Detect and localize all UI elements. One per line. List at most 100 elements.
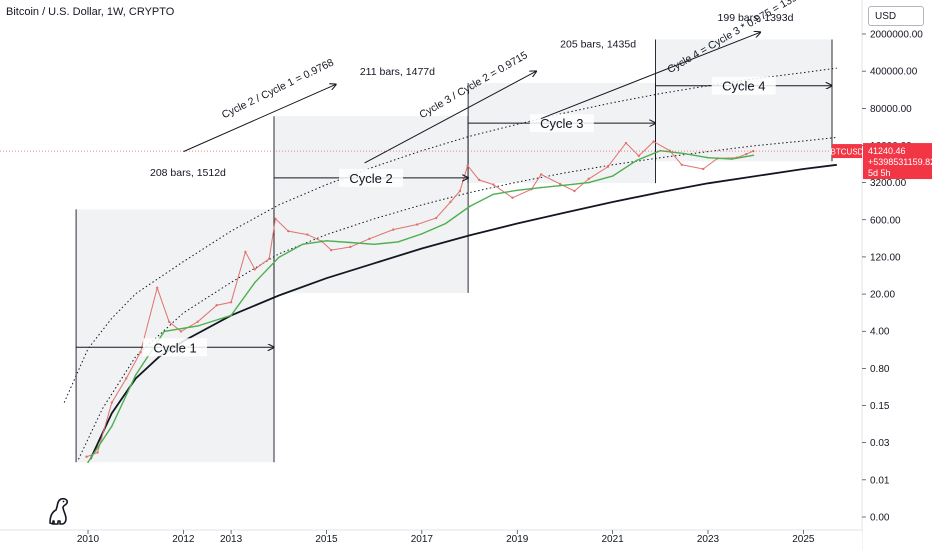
- point-ma: [683, 152, 685, 155]
- curve-middle: [78, 136, 837, 460]
- point-btcusd: [287, 229, 290, 233]
- point-ma: [254, 281, 256, 284]
- point-ma: [707, 156, 709, 159]
- point-ma: [349, 241, 352, 244]
- curve-support: [89, 163, 837, 460]
- cycle-label-1: Cycle 1: [153, 340, 196, 355]
- annotation-1: 208 bars, 1512d: [150, 167, 226, 179]
- point-ma: [111, 425, 113, 428]
- time-tick-label: 2025: [792, 534, 815, 545]
- point-btcusd: [392, 228, 395, 231]
- point-ma: [635, 159, 638, 162]
- annotation-2: Cycle 2 / Cycle 1 = 0.9768: [220, 57, 336, 122]
- point-btcusd: [215, 303, 218, 307]
- cycle-zone-2: [274, 116, 469, 293]
- tradingview-logo-icon: [49, 497, 68, 525]
- point-btcusd: [349, 245, 352, 249]
- point-btcusd: [434, 216, 438, 220]
- point-ma: [301, 243, 304, 246]
- point-btcusd: [466, 164, 469, 167]
- point-ma: [421, 233, 423, 235]
- point-btcusd: [573, 189, 576, 193]
- point-btcusd: [179, 330, 183, 333]
- point-btcusd: [96, 451, 99, 454]
- price-tick-label: 3200.00: [870, 178, 907, 189]
- point-btcusd: [253, 268, 257, 271]
- price-tick-label: 20.00: [870, 290, 895, 301]
- trend-arrow-3: [540, 32, 760, 119]
- point-ma: [397, 241, 399, 243]
- cycle-label-3: Cycle 3: [540, 116, 583, 131]
- price-tick-label: 4.00: [870, 327, 890, 338]
- point-ma: [134, 374, 137, 376]
- point-ma: [196, 325, 199, 327]
- price-tag-countdown: 5d 5h: [868, 168, 891, 178]
- point-ma: [587, 181, 590, 184]
- point-btcusd: [539, 173, 543, 176]
- point-btcusd: [606, 165, 610, 168]
- cycle-label-bg: [529, 114, 594, 133]
- time-tick-label: 2012: [172, 534, 195, 545]
- cycle-label-bg: [143, 338, 208, 357]
- point-btcusd: [85, 455, 88, 458]
- point-btcusd: [229, 301, 233, 304]
- point-ma: [492, 193, 495, 196]
- currency-selector[interactable]: USD: [868, 6, 924, 26]
- annotation-5: 205 bars, 1435d: [560, 39, 636, 51]
- point-btcusd: [477, 178, 481, 182]
- point-btcusd: [330, 248, 333, 252]
- point-btcusd: [196, 320, 199, 323]
- point-btcusd: [587, 177, 590, 181]
- point-btcusd: [244, 250, 247, 254]
- point-btcusd: [415, 223, 419, 226]
- point-btcusd: [139, 351, 142, 354]
- point-ma: [373, 243, 375, 246]
- cycle-zone-3: [468, 83, 656, 184]
- point-ma: [468, 205, 471, 208]
- curve-upper: [63, 67, 837, 403]
- point-ma: [516, 189, 519, 192]
- point-btcusd: [449, 200, 452, 204]
- point-ma: [163, 330, 166, 333]
- series-btcusd: [86, 140, 754, 458]
- point-btcusd: [368, 237, 371, 241]
- cycle-label-4: Cycle 4: [722, 79, 765, 94]
- point-ma: [87, 461, 89, 464]
- annotation-3: 211 bars, 1477d: [360, 66, 435, 78]
- price-tick-label: 0.80: [870, 364, 890, 375]
- price-tick-label: 80000.00: [870, 104, 912, 115]
- price-tick-label: 400000.00: [870, 67, 918, 78]
- time-tick-label: 2010: [77, 534, 100, 545]
- price-axis-bg: [862, 0, 932, 550]
- time-tick-label: 2019: [506, 534, 529, 545]
- price-tick-label: 2000000.00: [870, 30, 923, 41]
- point-btcusd: [558, 182, 562, 186]
- trend-arrow-1: [183, 84, 336, 153]
- point-ma: [731, 158, 733, 160]
- cycle-label-bg: [711, 76, 776, 95]
- point-btcusd: [511, 196, 514, 199]
- time-tick-label: 2015: [315, 534, 338, 545]
- point-ma: [540, 186, 542, 189]
- price-tick-label: 0.00: [870, 513, 890, 524]
- chart-title: Bitcoin / U.S. Dollar, 1W, CRYPTO: [6, 6, 175, 18]
- point-btcusd: [274, 217, 277, 221]
- point-ma: [611, 175, 614, 177]
- point-btcusd: [624, 141, 628, 145]
- time-tick-label: 2021: [601, 534, 624, 545]
- point-btcusd: [268, 257, 271, 260]
- price-tick-label: 0.01: [870, 475, 890, 486]
- point-ma: [230, 314, 232, 317]
- time-axis-bg: [0, 530, 862, 550]
- series-ma: [87, 149, 754, 463]
- point-btcusd: [744, 152, 748, 156]
- point-ma: [752, 154, 755, 157]
- time-tick-label: 2023: [697, 534, 720, 545]
- point-btcusd: [652, 140, 655, 143]
- point-btcusd: [167, 320, 171, 323]
- point-ma: [325, 240, 328, 242]
- symbol-tag: [832, 144, 862, 159]
- point-ma: [277, 256, 280, 259]
- price-tag-change: +5398531159.82%: [868, 157, 932, 167]
